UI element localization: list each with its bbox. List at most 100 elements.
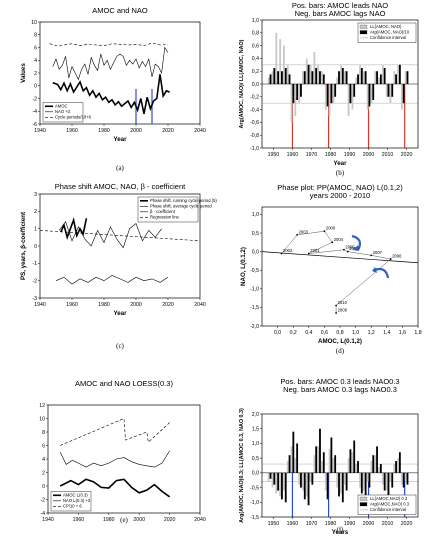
bar bbox=[290, 84, 293, 123]
y-tick-label: 2,0 bbox=[252, 412, 259, 418]
x-tick-label: 1950 bbox=[268, 521, 280, 527]
panel-caption: (f) bbox=[337, 526, 345, 534]
x-tick-label: 1980 bbox=[98, 302, 110, 308]
bar bbox=[294, 458, 297, 473]
bar bbox=[334, 455, 337, 473]
bar bbox=[357, 74, 359, 84]
y-tick-label: -0,5 bbox=[250, 485, 259, 491]
y-tick-label: 6 bbox=[34, 45, 37, 51]
x-tick-label: 2040 bbox=[194, 302, 206, 308]
y-axis-label: PS, years, β-coefficient bbox=[20, 212, 27, 280]
y-tick-label: -0,6 bbox=[250, 120, 259, 126]
panel-d: 0,0 0,2 0,4 0,6 0,8 1,0 1,2 1,4 1,6 1,8 -2,0 -1,5 -1… bbox=[240, 183, 422, 355]
bar bbox=[305, 472, 308, 497]
x-tick-label: 2040 bbox=[194, 517, 206, 523]
bar bbox=[387, 84, 390, 97]
legend-label: Confidence interval bbox=[370, 35, 406, 40]
bar bbox=[303, 71, 306, 84]
bar bbox=[302, 71, 304, 84]
legend-label: Arg(AMOC, NAO)/10 bbox=[370, 30, 410, 35]
bar bbox=[326, 84, 329, 107]
y-tick-label: -1,0 bbox=[250, 146, 259, 152]
bar bbox=[324, 84, 327, 110]
point-label: 2002 bbox=[283, 248, 293, 253]
y-tick-label: 0,4 bbox=[252, 56, 259, 62]
bar bbox=[362, 71, 365, 84]
rotation-arrowhead-icon bbox=[372, 267, 377, 273]
bar bbox=[309, 64, 312, 84]
bar bbox=[383, 68, 386, 84]
y-tick-label: 4 bbox=[42, 457, 45, 463]
bar bbox=[370, 461, 373, 473]
bar bbox=[398, 452, 401, 473]
rotation-arrowhead-icon bbox=[353, 245, 359, 251]
bar bbox=[368, 472, 371, 488]
plot-frame bbox=[261, 413, 419, 518]
y-tick-label: -1,0 bbox=[250, 287, 259, 293]
bar bbox=[372, 455, 375, 473]
legend-label: NAO L(0.3) +3 bbox=[63, 498, 91, 503]
bar bbox=[347, 458, 350, 473]
y-tick-label: 0 bbox=[42, 484, 45, 490]
bar bbox=[321, 461, 323, 473]
y-tick-label: 1,0 bbox=[252, 441, 259, 447]
y-tick-label: 8 bbox=[34, 33, 37, 39]
y-tick-label: -2 bbox=[32, 278, 37, 284]
panel-c: 1940 1960 1980 2000 2020 2040 -3 -2 -1 0 1 2 3 Phase … bbox=[20, 182, 217, 350]
y-tick-label: 12 bbox=[39, 403, 45, 409]
data-point bbox=[296, 233, 298, 236]
series-line bbox=[59, 450, 170, 468]
bar bbox=[302, 472, 304, 491]
bar bbox=[281, 472, 283, 500]
bar bbox=[370, 84, 373, 104]
legend-label: CP/10 + 6 bbox=[63, 504, 82, 509]
x-tick-label: 1960 bbox=[287, 152, 299, 158]
y-tick-label: 0,0 bbox=[252, 249, 259, 255]
y-axis-label: Arg(AMOC, NAO)0.3; LL(AMOC 0.3, NAO 0.3) bbox=[239, 408, 245, 523]
legend-swatch bbox=[359, 30, 368, 35]
x-tick-label: 1980 bbox=[103, 517, 115, 523]
point-label: 2010 bbox=[338, 300, 348, 305]
point-label: 2001 bbox=[310, 248, 320, 253]
x-tick-label: 1,8 bbox=[414, 330, 421, 336]
legend-label: AMOC bbox=[55, 104, 68, 109]
legend-swatch bbox=[359, 502, 368, 507]
bar bbox=[271, 472, 274, 488]
y-tick-label: 0,5 bbox=[252, 231, 259, 237]
bar bbox=[286, 64, 289, 84]
bar bbox=[395, 74, 397, 84]
bar bbox=[389, 472, 392, 482]
y-tick-label: 10 bbox=[39, 416, 45, 422]
bar bbox=[406, 71, 409, 84]
panel-caption: (d) bbox=[336, 347, 345, 355]
series-line bbox=[39, 230, 201, 242]
bar bbox=[343, 472, 346, 485]
x-tick-label: 2020 bbox=[162, 128, 174, 134]
bar bbox=[391, 472, 394, 488]
bar bbox=[296, 443, 299, 473]
x-tick-label: 1940 bbox=[42, 517, 54, 523]
point-label: 2008 bbox=[349, 246, 359, 251]
bar bbox=[343, 71, 346, 84]
x-axis-label: Year bbox=[113, 310, 127, 317]
bar bbox=[275, 472, 278, 494]
bar bbox=[360, 68, 363, 84]
x-tick-label: 1960 bbox=[66, 302, 78, 308]
y-tick-label: 0,5 bbox=[252, 456, 259, 462]
bar bbox=[374, 455, 377, 473]
bar bbox=[336, 472, 339, 488]
bar bbox=[357, 461, 359, 473]
chart-title: Pos. bars: AMOC 0.3 leads NAO0.3 bbox=[280, 377, 399, 386]
chart-title: AMOC and NAO LOESS(0.3) bbox=[75, 379, 173, 388]
y-tick-label: 0,8 bbox=[252, 31, 259, 37]
bar bbox=[338, 472, 340, 497]
data-point bbox=[346, 250, 349, 253]
y-axis-label: Arg(AMOC, NAO)/ LL(AMOC, NAO) bbox=[239, 39, 245, 128]
bar bbox=[336, 77, 339, 84]
bar bbox=[279, 39, 282, 84]
legend-label: β - coefficient bbox=[150, 209, 176, 214]
bar bbox=[298, 472, 301, 485]
bar bbox=[307, 472, 310, 506]
x-tick-label: 1990 bbox=[344, 521, 356, 527]
data-point bbox=[335, 304, 337, 307]
